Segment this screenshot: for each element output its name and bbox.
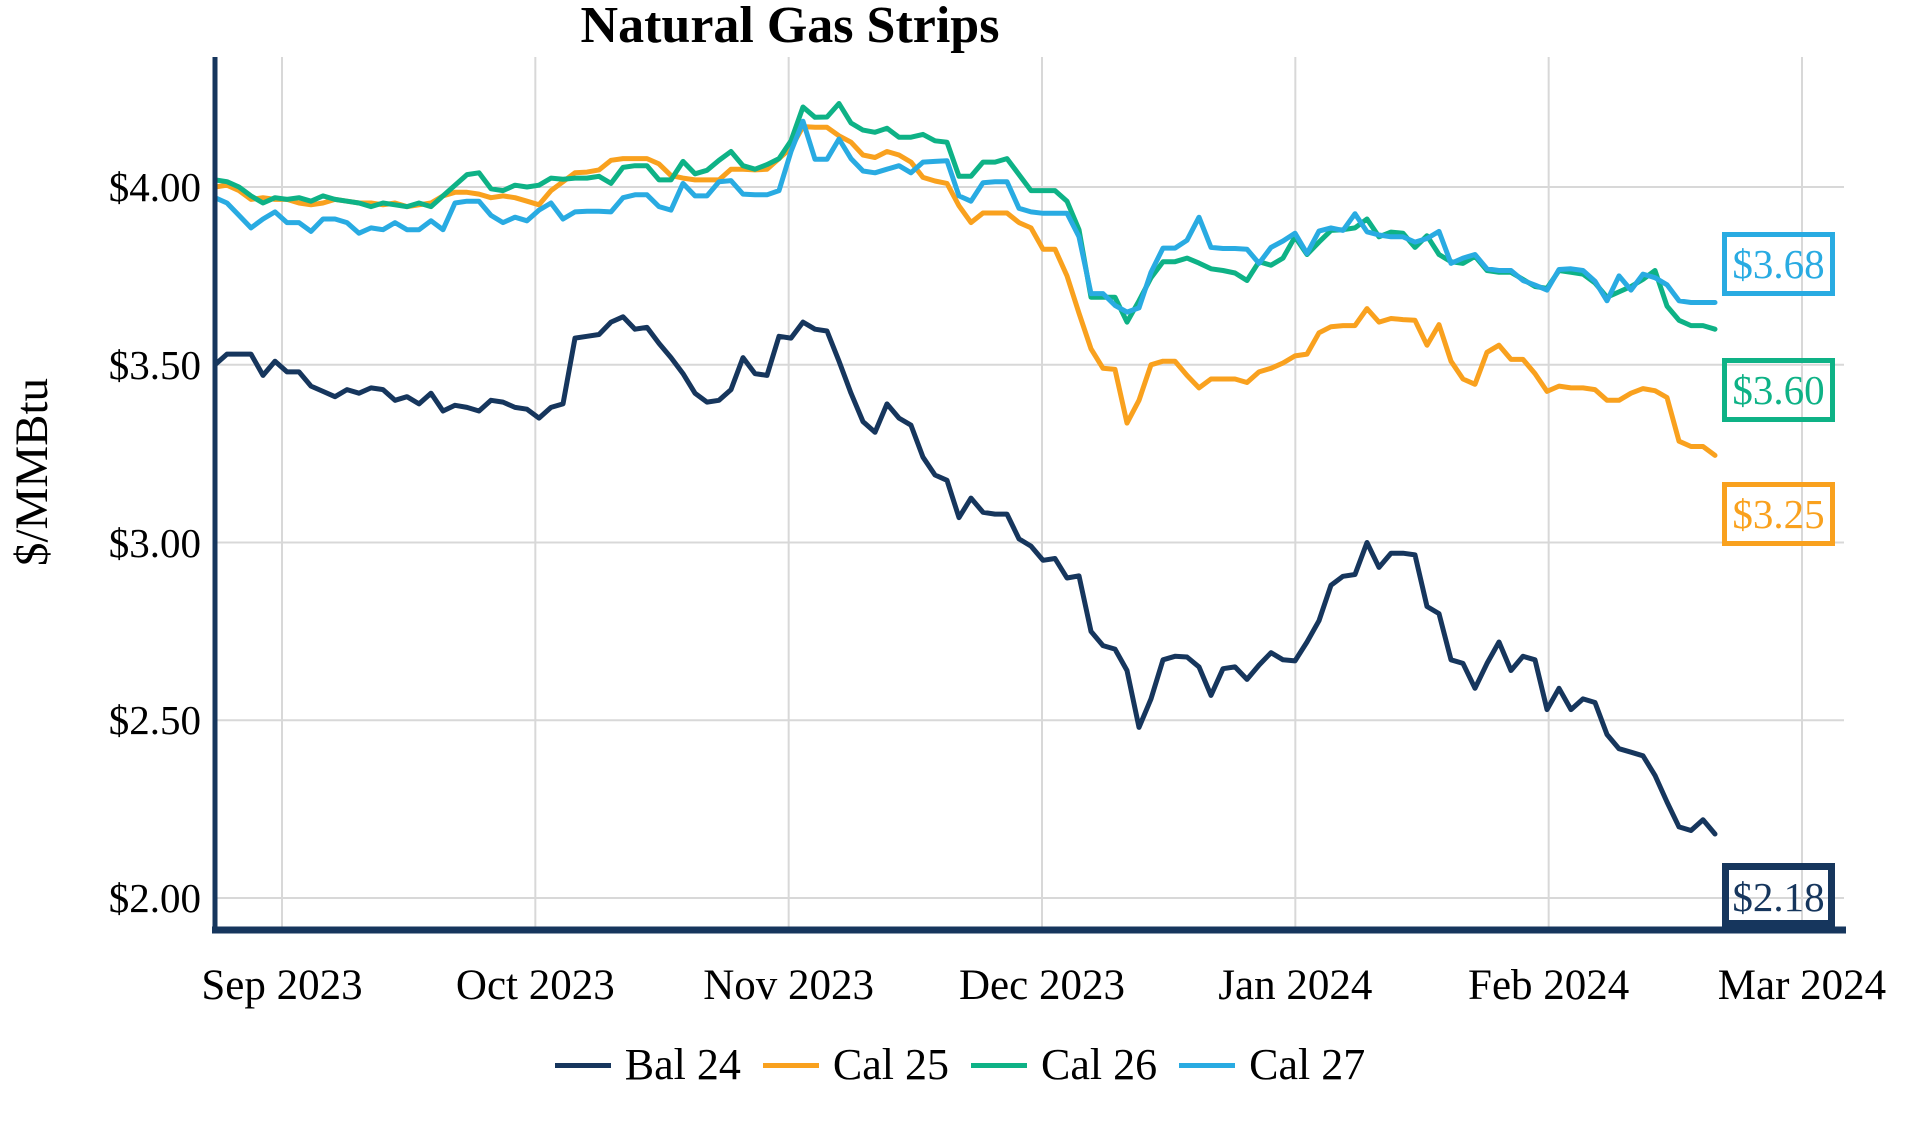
legend-swatch	[1179, 1062, 1236, 1068]
legend-item-cal-26: Cal 26	[971, 1036, 1157, 1094]
x-tick-label: Nov 2023	[703, 962, 875, 1009]
legend-label: Cal 25	[832, 1040, 949, 1089]
end-label-cal-25: $3.25	[1722, 482, 1835, 546]
chart-title: Natural Gas Strips	[580, 0, 1000, 54]
end-label-text: $3.68	[1732, 241, 1825, 287]
end-label-cal-26: $3.60	[1722, 358, 1835, 422]
y-tick-label: $2.00	[108, 875, 201, 921]
x-tick-label: Jan 2024	[1218, 962, 1373, 1009]
x-tick-label: Mar 2024	[1717, 962, 1887, 1009]
series-line-cal-25	[212, 124, 1718, 458]
end-label-cal-27: $3.68	[1722, 232, 1835, 296]
end-label-text: $3.25	[1732, 491, 1825, 537]
legend: Bal 24 Cal 25 Cal 26 Cal 27	[0, 1036, 1920, 1094]
y-tick-label: $3.00	[108, 519, 201, 566]
legend-item-cal-27: Cal 27	[1179, 1036, 1365, 1094]
legend-swatch	[762, 1062, 819, 1068]
legend-item-cal-25: Cal 25	[762, 1036, 949, 1094]
series-line-bal-24	[212, 314, 1718, 837]
y-tick-label: $2.50	[108, 697, 201, 744]
legend-label: Bal 24	[624, 1040, 741, 1089]
legend-swatch	[554, 1062, 611, 1068]
x-tick-label: Feb 2024	[1468, 962, 1630, 1009]
legend-label: Cal 26	[1041, 1040, 1158, 1089]
y-tick-label: $4.00	[108, 164, 201, 210]
end-label-text: $3.60	[1732, 367, 1825, 413]
end-label-bal-24: $2.18	[1722, 863, 1835, 927]
x-tick-label: Sep 2023	[201, 962, 363, 1009]
y-tick-label: $3.50	[108, 341, 201, 388]
legend-label: Cal 27	[1249, 1040, 1366, 1089]
legend-item-bal-24: Bal 24	[554, 1036, 741, 1094]
x-tick-label: Oct 2023	[455, 962, 615, 1009]
legend-swatch	[971, 1062, 1027, 1068]
x-tick-label: Dec 2023	[959, 962, 1125, 1009]
series-line-cal-26	[212, 101, 1718, 332]
end-label-text: $2.18	[1732, 874, 1825, 920]
series-line-cal-27	[212, 118, 1718, 315]
